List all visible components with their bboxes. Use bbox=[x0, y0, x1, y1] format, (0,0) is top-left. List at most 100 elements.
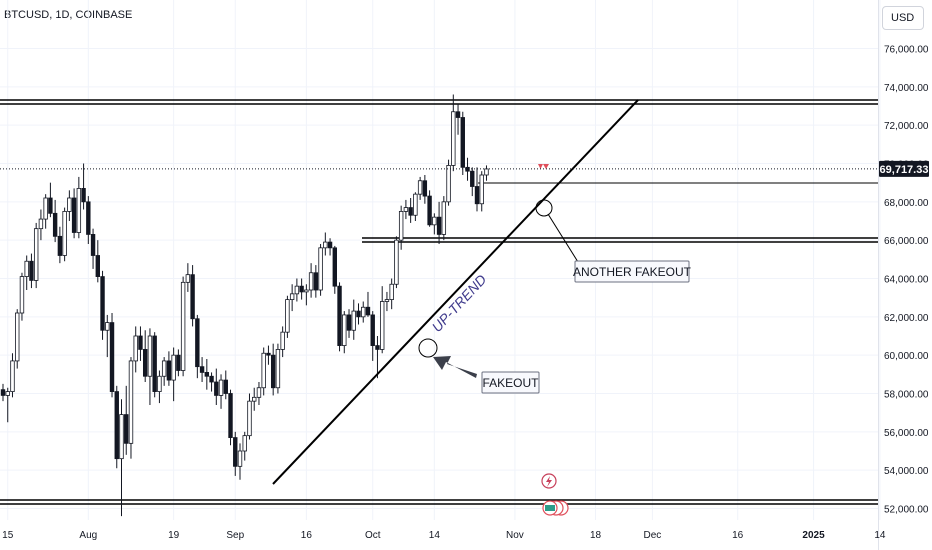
candle-body bbox=[67, 197, 72, 212]
candle-body bbox=[185, 274, 191, 283]
candle-body bbox=[209, 375, 214, 383]
uptrend-label: UP-TREND bbox=[428, 271, 489, 335]
price-tick-label: 60,000.00 bbox=[884, 351, 929, 362]
candle-body bbox=[228, 393, 233, 438]
candle-body bbox=[15, 312, 20, 362]
candle-body bbox=[19, 276, 25, 314]
candle-body bbox=[152, 335, 157, 392]
trendline-group bbox=[272, 99, 639, 485]
candle-body bbox=[313, 272, 319, 291]
candle-body bbox=[436, 216, 442, 235]
candle-body bbox=[43, 197, 48, 220]
currency-button[interactable]: USD bbox=[882, 6, 924, 30]
candle-body bbox=[389, 283, 394, 300]
candle-body bbox=[351, 310, 356, 331]
price-tick-label: 66,000.00 bbox=[884, 236, 929, 247]
uptrend-line bbox=[272, 99, 639, 485]
fakeout-label-box bbox=[481, 371, 540, 394]
candle-body bbox=[403, 207, 409, 212]
candle-body bbox=[214, 381, 219, 396]
candle-body bbox=[176, 354, 181, 371]
time-tick-label: 19 bbox=[168, 530, 180, 541]
candle-body bbox=[33, 228, 39, 281]
candle-body bbox=[190, 274, 195, 320]
candle-body bbox=[81, 188, 86, 203]
candle-body bbox=[114, 391, 119, 460]
another-fakeout-label: ANOTHER FAKEOUT bbox=[573, 265, 692, 279]
candle-body bbox=[289, 293, 295, 300]
candle-body bbox=[308, 272, 314, 291]
candle-body bbox=[52, 212, 58, 237]
candle-body bbox=[394, 239, 399, 285]
price-tick-label: 58,000.00 bbox=[884, 390, 929, 401]
candle-body bbox=[147, 335, 153, 377]
price-tick-label: 68,000.00 bbox=[884, 198, 929, 209]
candle-body bbox=[100, 276, 105, 331]
candle-body bbox=[346, 314, 352, 331]
time-tick-label: 14 bbox=[874, 530, 886, 541]
candle-body bbox=[356, 310, 361, 318]
time-tick-label: Sep bbox=[226, 530, 244, 541]
candle-body bbox=[195, 318, 200, 368]
candle-body bbox=[323, 241, 328, 249]
candle-body bbox=[86, 201, 91, 235]
candle-body bbox=[417, 180, 423, 195]
price-tick-label: 56,000.00 bbox=[884, 428, 929, 439]
candle-body bbox=[275, 349, 281, 389]
candle-body bbox=[38, 218, 44, 230]
current-price-label: 69,717.33 bbox=[880, 164, 929, 176]
candle-body bbox=[256, 387, 262, 398]
time-tick-label: 2025 bbox=[802, 530, 825, 541]
candle-body bbox=[413, 193, 418, 216]
candle-body bbox=[204, 372, 210, 377]
fakeout-arrow-icon bbox=[433, 356, 477, 378]
candle-body bbox=[398, 211, 404, 241]
current-price-box bbox=[879, 160, 929, 177]
candle-body bbox=[133, 335, 138, 362]
candle-body bbox=[180, 281, 186, 371]
candle-body bbox=[109, 322, 115, 392]
another-fakeout-label-box bbox=[574, 260, 690, 283]
candle-body bbox=[128, 360, 134, 444]
horizontal-levels bbox=[0, 99, 878, 505]
candle-body bbox=[142, 349, 148, 377]
candle-body bbox=[451, 111, 456, 166]
candle-body bbox=[90, 234, 96, 256]
candle-body bbox=[299, 285, 304, 293]
price-axis-separator bbox=[878, 0, 879, 550]
time-tick-label: Dec bbox=[643, 530, 661, 541]
candle-body bbox=[247, 400, 252, 437]
candle-body bbox=[427, 195, 432, 226]
candle-body bbox=[0, 389, 6, 396]
price-tick-label: 76,000.00 bbox=[884, 45, 929, 56]
candle-body bbox=[361, 306, 366, 318]
another-fakeout-circle bbox=[535, 199, 553, 217]
candle-body bbox=[422, 180, 428, 197]
price-axis: 52,000.00 54,000.00 56,000.00 58,000.00 60,0… bbox=[884, 45, 929, 516]
candle-body bbox=[237, 450, 243, 467]
time-tick-label: 16 bbox=[732, 530, 744, 541]
candle-body bbox=[455, 111, 461, 118]
candle-body bbox=[470, 170, 475, 187]
candle-body bbox=[484, 168, 489, 176]
candle-body bbox=[252, 396, 257, 402]
candle-body bbox=[57, 235, 63, 256]
candle-body bbox=[342, 314, 347, 346]
candle-body bbox=[166, 360, 172, 381]
candle-body bbox=[24, 260, 29, 277]
candle-body bbox=[446, 165, 451, 203]
candle-body bbox=[479, 174, 484, 205]
price-tick-label: 52,000.00 bbox=[884, 505, 929, 516]
candle-body bbox=[29, 260, 34, 281]
time-axis: 15 Aug 19 Sep 16 Oct 14 Nov 18 Dec 16 2025 14 bbox=[2, 530, 886, 541]
candle-body bbox=[95, 255, 100, 277]
candle-body bbox=[332, 247, 337, 287]
candle-body bbox=[408, 207, 413, 216]
time-tick-label: Oct bbox=[365, 530, 381, 541]
grid bbox=[0, 0, 881, 520]
time-tick-label: Aug bbox=[79, 530, 97, 541]
candle-body bbox=[124, 414, 129, 444]
candle-body bbox=[379, 301, 385, 350]
time-tick-label: 18 bbox=[590, 530, 602, 541]
